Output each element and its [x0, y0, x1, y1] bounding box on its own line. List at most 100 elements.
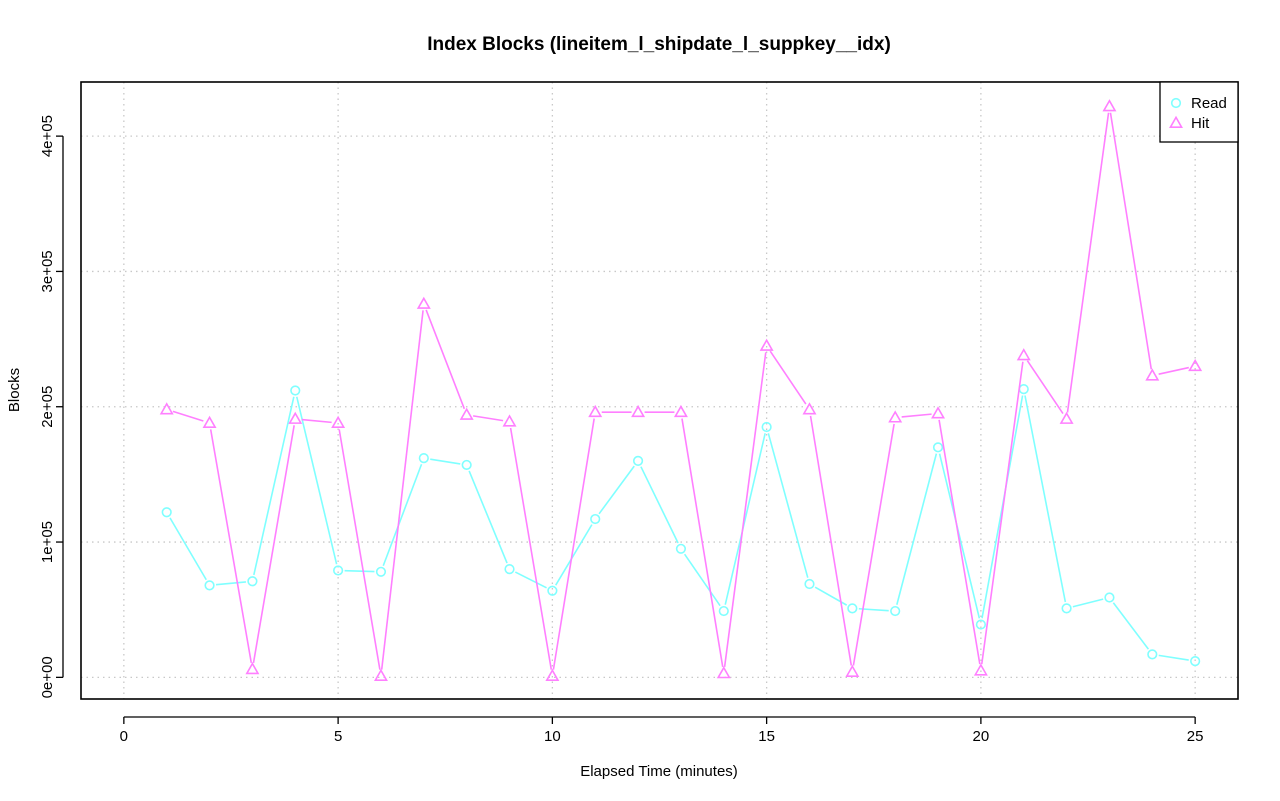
series-hit-segment [1158, 366, 1189, 375]
y-tick-label: 3e+05 [39, 250, 56, 292]
legend-box [1159, 81, 1239, 143]
series-read-point [804, 578, 815, 590]
series-read-segment [514, 571, 547, 589]
x-tick-label: 5 [334, 728, 342, 745]
series-hit-segment [1026, 360, 1064, 414]
series-hit-point [759, 338, 774, 351]
series-read-point [375, 566, 387, 577]
series-hit-segment [425, 309, 466, 410]
series-hit-segment [472, 415, 504, 422]
legend-hit-label: Hit [1191, 115, 1210, 132]
series-read-segment [724, 433, 766, 605]
series-read-segment [215, 581, 247, 586]
series-hit-point [845, 664, 860, 677]
series-read-segment [1072, 598, 1104, 608]
series-read-point [333, 565, 344, 576]
legend-read-label: Read [1191, 95, 1227, 112]
series-read-point [890, 605, 901, 617]
series-read-segment [1024, 395, 1067, 603]
series-hit-point [1145, 368, 1160, 381]
series-read-segment [598, 465, 635, 515]
series-hit-segment [769, 350, 807, 405]
axes: 0 5 10 15 20 25 0e+00 1e+05 2e+05 3e+05 4e+05 [39, 115, 1203, 745]
series-hit-segment [980, 361, 1024, 665]
series-read-point [290, 385, 301, 396]
series-hit-point [1102, 99, 1117, 112]
series-hit-segment [552, 418, 595, 670]
series-read-segment [169, 517, 207, 581]
series-read-point [461, 459, 472, 471]
series-hit-segment [852, 423, 895, 666]
series-read-point [847, 603, 858, 614]
series-hit-point [159, 402, 174, 415]
series-hit-point [416, 296, 431, 309]
series-hit-segment [1066, 112, 1110, 413]
legend: Read Hit [1159, 81, 1239, 143]
y-tick-label: 2e+05 [39, 386, 56, 428]
y-axis-label: Blocks [6, 368, 23, 412]
series-hit-point [459, 407, 474, 420]
series-read-segment [938, 453, 981, 619]
series-hit-point [331, 415, 346, 428]
series-read-point [1104, 592, 1115, 603]
x-tick-label: 0 [120, 728, 128, 745]
series-read-segment [1112, 602, 1150, 650]
x-tick-label: 20 [973, 728, 990, 745]
series-hit-segment [809, 415, 853, 666]
series-read-segment [767, 433, 809, 578]
series-hit-segment [901, 413, 932, 418]
series-read-segment [1158, 654, 1189, 661]
series-read-point [1190, 656, 1201, 667]
series-hit-segment [209, 429, 253, 663]
series-hit-point [631, 404, 646, 418]
series-read-point [1147, 649, 1158, 660]
series-hit-segment [1109, 112, 1153, 370]
series-read-point [418, 453, 429, 464]
series-hit-point [202, 415, 217, 428]
series-read-point [504, 564, 515, 575]
series-hit-point [502, 414, 517, 427]
series-read-point [975, 619, 986, 630]
x-axis-label: Elapsed Time (minutes) [580, 763, 738, 780]
series-hit-point [673, 404, 688, 418]
series-hit-segment [338, 429, 381, 670]
series-read-point [590, 513, 601, 525]
series-hit-point [245, 662, 260, 675]
series-hit-segment [681, 418, 724, 668]
series-hit-point [1016, 348, 1031, 361]
y-tick-label: 0e+00 [39, 656, 56, 698]
series-read-point [1061, 603, 1072, 614]
series-read-point [1018, 384, 1029, 395]
legend-hit-marker [1169, 115, 1183, 128]
series-read-segment [858, 607, 889, 612]
plot-frame [80, 81, 1239, 700]
series-read-segment [814, 586, 848, 606]
series-hit [159, 99, 1203, 681]
series-layer [159, 99, 1203, 681]
grid [81, 82, 1238, 699]
series-hit-segment [172, 410, 204, 422]
series-read [161, 384, 1201, 667]
series-read-segment [344, 569, 375, 573]
series-read-segment [295, 396, 338, 565]
series-hit-point [716, 666, 731, 679]
y-tick-label: 4e+05 [39, 115, 56, 157]
series-read-point [161, 507, 172, 518]
series-hit-segment [938, 419, 981, 665]
series-read-point [932, 442, 944, 453]
series-read-segment [555, 524, 593, 586]
series-hit-point [588, 404, 603, 418]
series-read-segment [683, 553, 721, 607]
series-read-segment [382, 463, 423, 567]
series-read-point [632, 455, 644, 466]
x-tick-label: 25 [1187, 728, 1204, 745]
series-hit-point [1188, 358, 1203, 372]
series-hit-point [373, 668, 388, 681]
chart-title: Index Blocks (lineitem_l_shipdate_l_supp… [427, 34, 891, 55]
series-read-segment [468, 470, 508, 564]
y-tick-label: 1e+05 [39, 521, 56, 563]
series-read-segment [896, 453, 938, 605]
series-hit-point [931, 406, 946, 419]
series-hit-segment [380, 310, 424, 670]
